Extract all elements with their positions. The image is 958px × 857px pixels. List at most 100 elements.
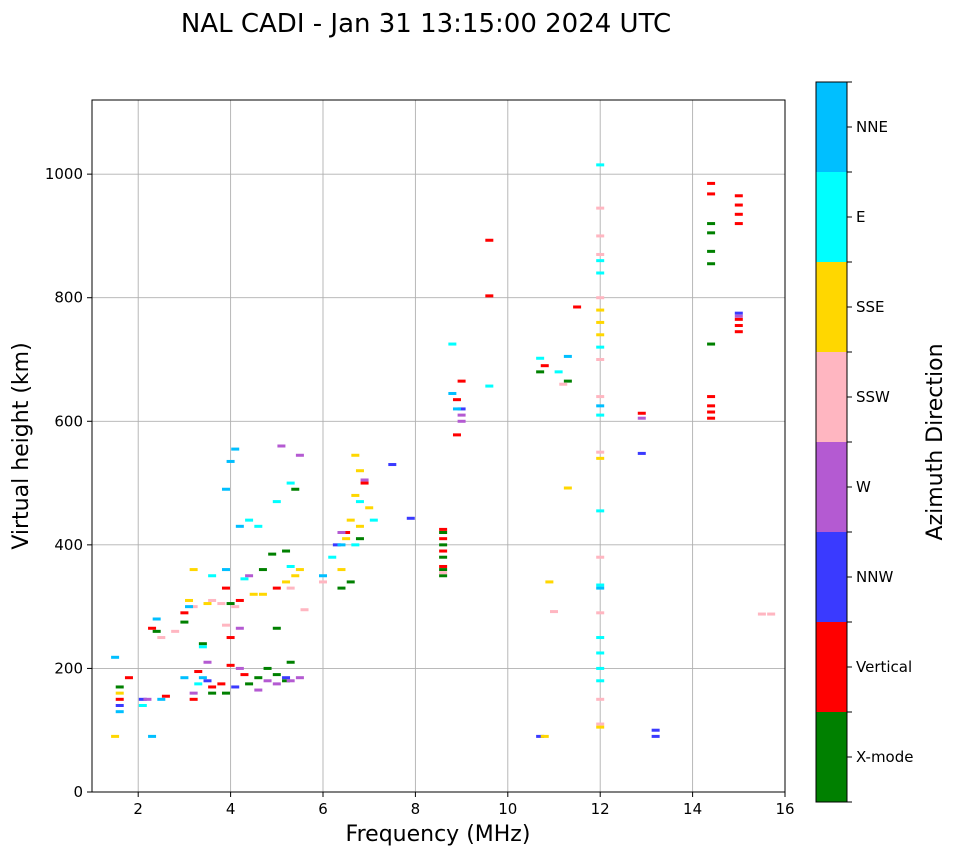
data-point-nnw [651,734,660,738]
data-point-vertical [148,626,157,630]
data-point-sse [545,580,554,584]
data-point-nne [448,391,457,395]
data-point-x-mode [337,586,346,590]
data-point-vertical [452,433,461,437]
data-point-e [596,271,605,275]
data-point-x-mode [439,531,448,534]
data-point-sse [365,506,374,510]
colorbar-tick-label: NNE [856,118,888,136]
data-point-e [240,577,249,581]
data-point-ssw [596,697,605,701]
colorbar-tick-label: NNW [856,568,893,586]
colorbar-segment [816,622,847,712]
data-point-e [485,384,494,388]
data-point-nne [115,710,124,714]
data-point-nnw [457,407,466,411]
data-point-x-mode [272,673,281,677]
data-point-vertical [457,379,466,383]
data-point-ssw [217,602,226,606]
data-point-vertical [194,670,203,674]
data-point-nne [596,404,605,408]
data-point-vertical [439,527,448,531]
data-point-vertical [189,697,198,701]
data-point-e [596,666,605,670]
data-point-vertical [217,682,226,686]
data-point-x-mode [707,249,716,253]
y-tick-label: 600 [54,412,83,430]
data-point-nne [231,447,240,451]
data-point-w [189,691,198,695]
data-point-w [734,314,743,318]
data-point-e [272,500,281,504]
x-tick-label: 14 [683,800,702,818]
data-point-ssw [221,623,230,627]
data-point-sse [189,568,198,572]
colorbar: X-mode Vertical NNW W SSW SSE E NNE [815,81,913,803]
data-point-nne [198,676,207,680]
data-point-ssw [596,450,605,454]
data-point-x-mode [439,543,448,547]
data-point-vertical [360,481,369,485]
data-point-x-mode [254,676,263,680]
data-point-sse [351,493,360,497]
x-tick-label: 8 [411,800,421,818]
data-point-e [596,259,605,263]
data-point-ssw [767,612,776,616]
chart-title: NAL CADI - Jan 31 13:15:00 2024 UTC [181,9,671,39]
data-point-sse [337,568,346,572]
data-point-nnw [536,734,545,738]
data-point-vertical [734,194,743,198]
data-point-x-mode [258,568,267,572]
data-point-ssw [757,612,766,616]
data-point-x-mode [536,370,545,374]
data-point-w [277,444,286,448]
data-point-sse [355,524,364,528]
colorbar-tick-label: E [856,208,865,226]
data-point-w [295,676,304,680]
data-point-nnw [734,311,743,315]
data-point-sse [115,691,124,695]
data-point-nne [185,605,194,609]
data-point-x-mode [286,660,295,664]
data-point-x-mode [707,342,716,346]
data-point-ssw [596,206,605,210]
data-point-ssw [596,555,605,559]
y-tick-label: 400 [54,536,83,554]
data-point-ssw [231,605,240,609]
data-point-w [263,679,272,683]
data-point-e [596,679,605,683]
colorbar-tick-label: W [856,478,871,496]
x-tick-label: 6 [318,800,328,818]
data-point-x-mode [707,231,716,235]
data-point-w [254,688,263,692]
data-point-vertical [115,697,124,701]
x-tick-label: 2 [133,800,143,818]
data-point-ssw [300,608,309,612]
data-point-vertical [208,685,217,689]
data-point-vertical [707,416,716,420]
data-point-ssw [596,234,605,238]
colorbar-segment [816,262,847,352]
data-point-e [554,370,563,374]
data-point-w [457,413,466,417]
data-point-vertical [707,395,716,399]
data-point-vertical [226,636,235,640]
x-tick-label: 12 [591,800,610,818]
colorbar-tick-label: SSW [856,388,890,406]
data-point-sse [249,592,258,596]
data-point-ssw [559,382,568,386]
data-point-nnw [115,704,124,707]
y-tick-label: 200 [54,659,83,677]
data-point-vertical [485,294,494,298]
grid [92,100,786,793]
data-point-sse [596,456,605,460]
colorbar-segment [816,532,847,622]
data-point-ssw [439,571,448,575]
data-point-vertical [452,398,461,402]
data-point-e [138,704,147,707]
data-points [111,163,776,738]
data-point-nne [337,543,346,547]
data-point-sse [111,734,120,738]
data-point-sse [282,580,291,584]
